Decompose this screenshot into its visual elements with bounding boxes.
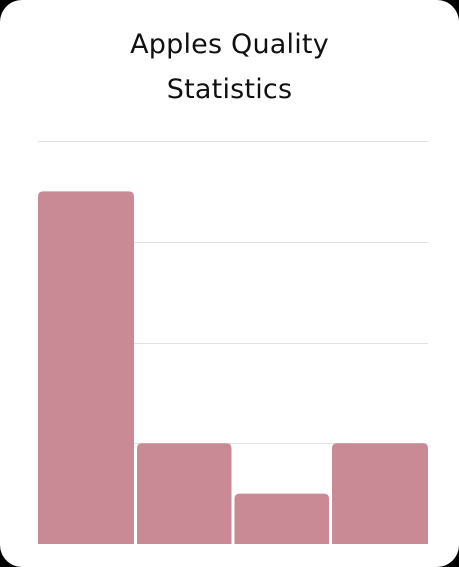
chart-title-line-2: Statistics: [166, 74, 293, 105]
chart-title: Apples Quality Statistics: [0, 22, 459, 112]
bar-3: [234, 493, 329, 544]
bar-2: [137, 443, 232, 544]
bar-4: [332, 443, 428, 544]
chart-title-line-1: Apples Quality: [130, 29, 329, 60]
bar-1: [38, 191, 134, 544]
